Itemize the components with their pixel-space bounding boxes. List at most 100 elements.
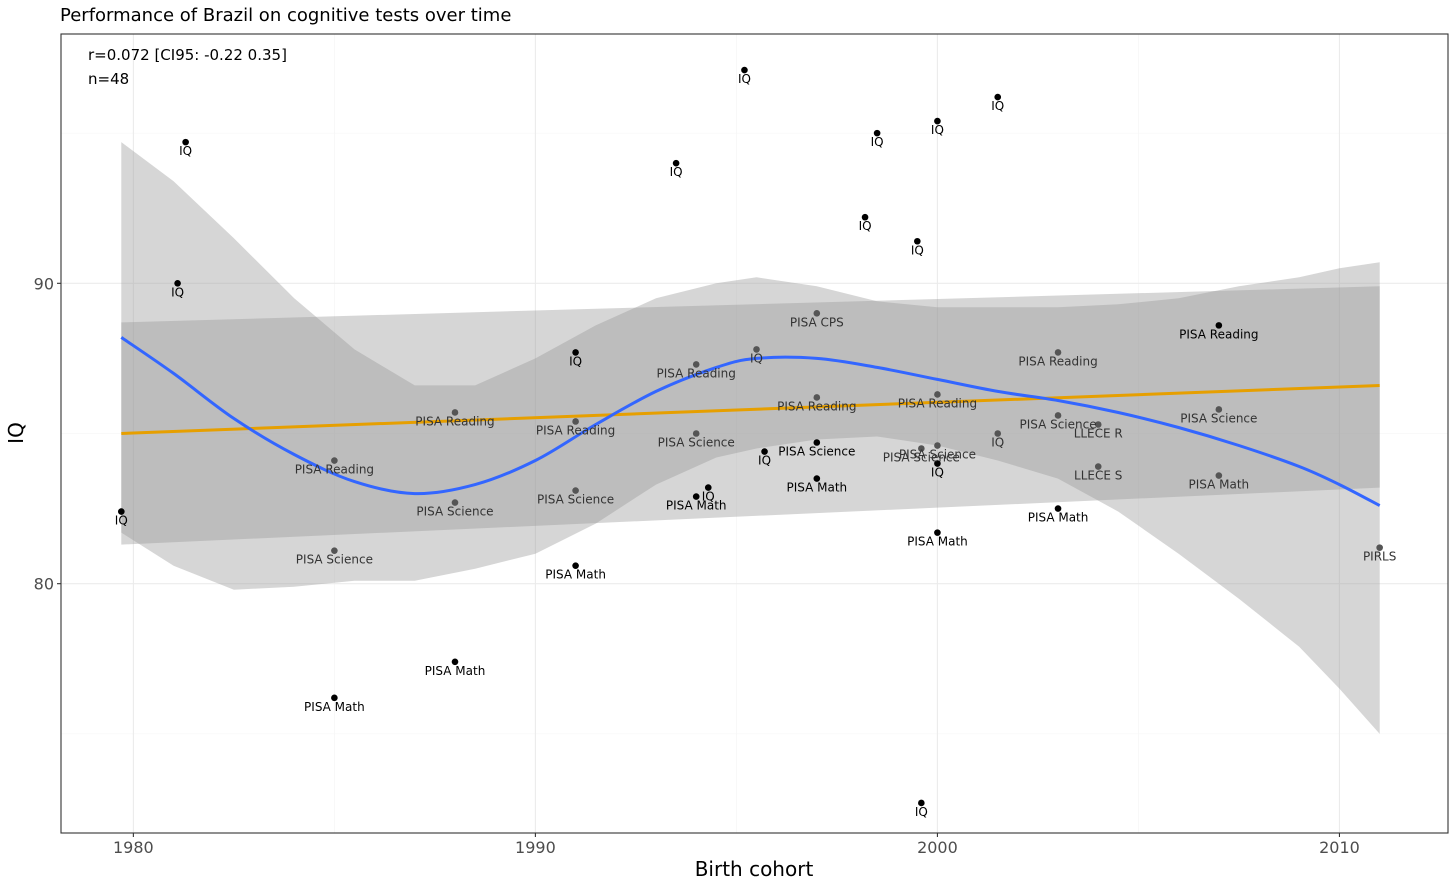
data-point-label: PISA Math [1028,511,1089,525]
y-axis-title: IQ [4,422,28,444]
data-point [692,430,700,437]
data-point-label: PISA Science [1180,411,1257,425]
data-point-label: PISA Reading [415,414,494,428]
data-point [451,658,459,666]
data-point [934,529,941,536]
data-point-label: PISA CPS [790,315,844,329]
x-tick-label: 1980 [113,838,154,857]
data-point [451,409,459,416]
data-point-label: PISA Math [304,700,365,714]
x-axis-title: Birth cohort [695,857,814,881]
data-point [692,361,700,368]
data-point-label: PISA Science [899,448,976,462]
data-point-label: PISA Science [883,451,960,465]
data-point [994,430,1002,437]
data-point [1094,421,1102,428]
data-point [331,694,338,702]
data-point-label: PISA Science [658,436,735,450]
data-point-label: IQ [115,514,128,528]
data-point-label: PISA Reading [536,423,615,437]
grid-minor [61,34,1448,833]
data-point-label: PISA Science [537,493,614,507]
data-point-label: PISA Reading [898,396,977,410]
x-tick-label: 1990 [515,838,556,857]
data-point [994,93,1002,101]
plot-border [60,33,1449,834]
data-point-label: PISA Math [666,499,727,513]
data-point [572,349,579,356]
plot-area: IQ IQ IQ PISA Reading PISA Science PISA Math P… [60,33,1449,834]
data-point-label: IQ [179,144,192,158]
loess-fit-line [120,336,1381,507]
data-point-label: IQ [915,805,928,819]
data-point-label: IQ [991,436,1004,450]
data-point-label: IQ [931,466,944,480]
data-point [451,499,459,506]
data-point [934,460,941,467]
data-point [672,159,680,167]
data-point [813,475,821,482]
data-point [182,138,189,146]
data-point-label: PISA Math [425,664,486,678]
point-labels: IQ IQ IQ PISA Reading PISA Science PISA Math P… [115,72,1397,819]
data-point [1094,463,1102,470]
data-point [331,547,338,554]
data-point [813,394,821,401]
confidence-bands [121,142,1380,734]
data-point-label: LLECE R [1074,426,1123,440]
data-point [813,310,821,317]
data-point [753,346,760,353]
data-point [1215,322,1223,329]
data-point-label: IQ [171,285,184,299]
data-point [934,117,941,125]
data-point-label: PISA Reading [1018,354,1097,368]
data-point [761,448,768,455]
data-point [572,418,579,425]
data-point [331,457,338,464]
linear-fit-line [121,383,1380,435]
data-point [934,442,941,449]
data-point-label: PISA Reading [777,399,856,413]
y-tick-label: 90 [34,274,54,293]
data-point [813,439,821,446]
data-point-label: PISA Math [907,535,968,549]
data-point-label: IQ [911,243,924,257]
data-point-label: IQ [931,123,944,137]
data-point [1054,349,1062,356]
data-point-label: IQ [670,165,683,179]
data-point [861,213,869,221]
linear-confidence-band [121,286,1380,545]
data-point [692,493,700,500]
points [118,66,1383,807]
data-point-label: PISA Math [786,481,847,495]
data-point-label: IQ [859,219,872,233]
data-point [572,562,579,569]
data-point-label: IQ [758,454,771,468]
data-point [174,280,181,287]
n-annotation: n=48 [88,70,129,88]
y-tick-label: 80 [34,575,54,594]
data-point-label: IQ [871,135,884,149]
data-point-label: IQ [569,354,582,368]
data-point-label: PIRLS [1363,550,1396,564]
data-point [1215,406,1223,413]
data-point [1215,472,1223,479]
data-point-label: PISA Math [545,568,606,582]
x-tick-label: 2010 [1319,838,1360,857]
data-point [934,391,941,398]
x-axis: 1980 1990 2000 2010 [113,833,1360,857]
data-point-label: IQ [750,351,763,365]
data-point [873,129,881,137]
data-point-label: PISA Science [1019,417,1096,431]
x-tick-label: 2000 [917,838,958,857]
fit-lines [120,336,1381,507]
loess-confidence-band [121,142,1380,734]
data-point-label: PISA Reading [1179,327,1258,341]
data-point [918,799,925,807]
data-point [741,66,748,74]
chart-title: Performance of Brazil on cognitive tests… [60,5,511,26]
data-point-label: IQ [702,490,715,504]
data-point [118,508,125,515]
data-point-label: PISA Reading [295,463,374,477]
